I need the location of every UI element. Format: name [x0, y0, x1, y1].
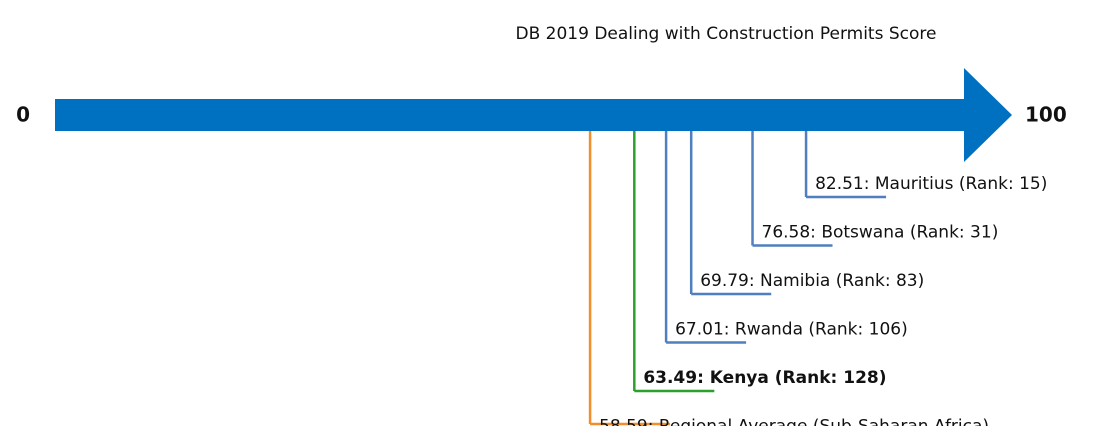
- marker-label: 67.01: Rwanda (Rank: 106): [675, 320, 908, 340]
- arrow-head: [964, 68, 1012, 162]
- marker-label: 63.49: Kenya (Rank: 128): [643, 368, 886, 388]
- axis-end-label: 0: [16, 103, 30, 127]
- marker-label: 58.59: Regional Average (Sub-Saharan Afr…: [599, 417, 989, 426]
- axis-end-label: 100: [1025, 103, 1067, 127]
- marker-label: 76.58: Botswana (Rank: 31): [762, 223, 999, 243]
- marker-label: 82.51: Mauritius (Rank: 15): [815, 174, 1047, 194]
- arrow-shaft: [55, 99, 966, 131]
- chart-title: DB 2019 Dealing with Construction Permit…: [516, 24, 937, 44]
- marker-label: 69.79: Namibia (Rank: 83): [700, 271, 924, 291]
